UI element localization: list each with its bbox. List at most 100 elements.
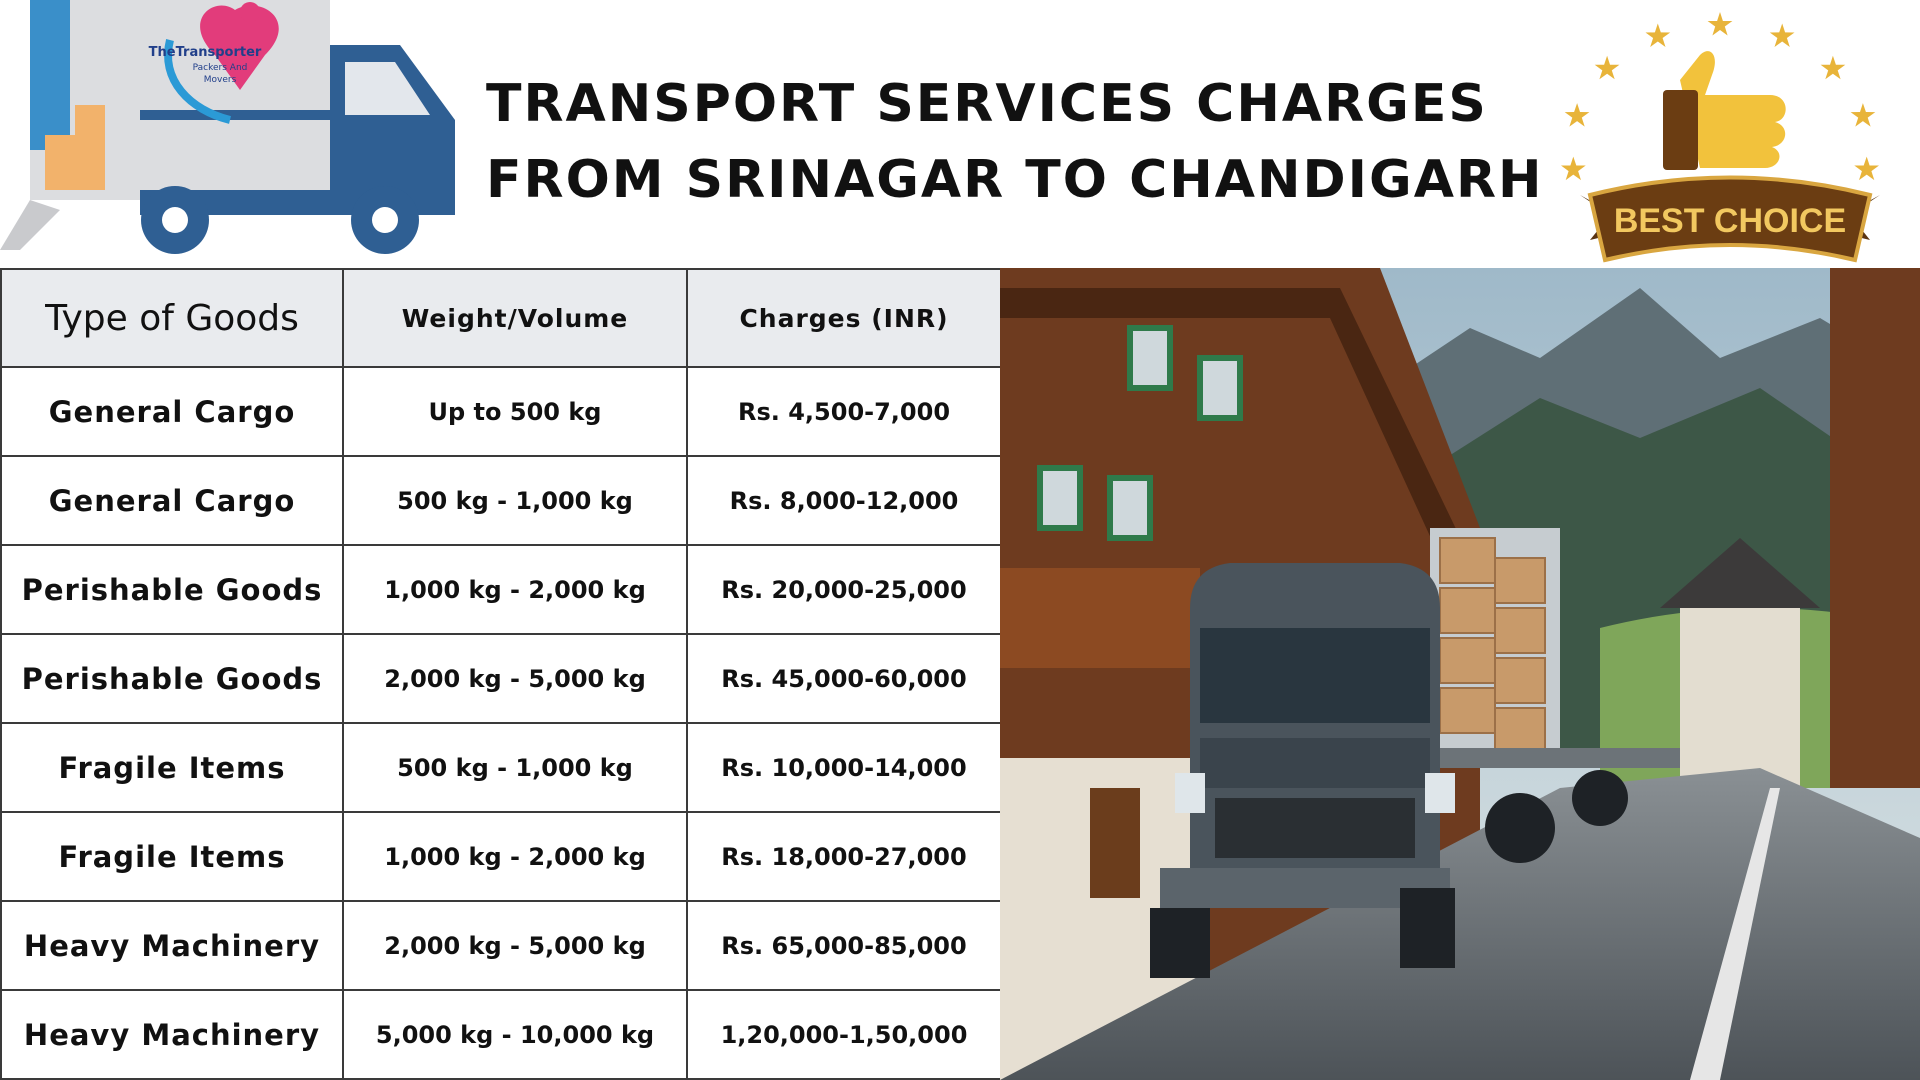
logo-text: TheTransporter bbox=[149, 45, 262, 60]
table-cell: 500 kg - 1,000 kg bbox=[342, 722, 688, 813]
truck-scene-shape bbox=[1090, 788, 1140, 898]
truck bbox=[1150, 528, 1680, 978]
truck-shape-shape bbox=[1494, 707, 1546, 754]
logo-truck-shape bbox=[30, 0, 70, 150]
table-cell: Heavy Machinery bbox=[0, 900, 344, 991]
table-cell: 2,000 kg - 5,000 kg bbox=[342, 900, 688, 991]
table-row: Perishable Goods 2,000 kg - 5,000 kg Rs. 4… bbox=[0, 633, 1002, 724]
table-cell: Rs. 8,000-12,000 bbox=[686, 455, 1002, 546]
truck-shape bbox=[1150, 908, 1210, 978]
truck-scene-shape bbox=[1690, 788, 1780, 1080]
best-choice-badge: BEST CHOICE bbox=[1561, 12, 1880, 263]
best-choice-badge-shape bbox=[1587, 175, 1873, 263]
table-cell: Fragile Items bbox=[0, 811, 344, 902]
truck-shape-shape bbox=[1494, 657, 1546, 704]
table-row: General Cargo 500 kg - 1,000 kg Rs. 8,000-… bbox=[0, 455, 1002, 546]
table-cell: General Cargo bbox=[0, 366, 344, 457]
logo-truck-shape bbox=[162, 207, 188, 233]
logo-truck-shape bbox=[0, 200, 60, 250]
logo-truck-shape bbox=[45, 135, 105, 190]
stars-shape bbox=[1820, 55, 1846, 80]
table-body: General Cargo Up to 500 kg Rs. 4,500-7,000… bbox=[0, 366, 1002, 1080]
table-cell: General Cargo bbox=[0, 455, 344, 546]
truck-shape bbox=[1430, 748, 1680, 768]
table-cell: 500 kg - 1,000 kg bbox=[342, 455, 688, 546]
truck-scene-shape bbox=[1680, 598, 1800, 798]
header-row: Type of Goods Weight/Volume Charges (INR) bbox=[0, 268, 1002, 368]
stars-shape bbox=[1850, 103, 1876, 127]
truck-scene-shape bbox=[1000, 288, 1470, 558]
table-row: General Cargo Up to 500 kg Rs. 4,500-7,000 bbox=[0, 366, 1002, 457]
table-cell: 2,000 kg - 5,000 kg bbox=[342, 633, 688, 724]
truck-shape-shape bbox=[1439, 537, 1496, 584]
stars-shape bbox=[1564, 103, 1590, 127]
logo-truck-shape bbox=[345, 62, 430, 115]
truck-scene bbox=[1000, 268, 1920, 1080]
truck-scene-shape-shape bbox=[1127, 325, 1173, 391]
logo-truck-shape bbox=[164, 39, 232, 124]
table-cell: Rs. 20,000-25,000 bbox=[686, 544, 1002, 635]
title-line: TRANSPORT SERVICES CHARGES bbox=[486, 74, 1488, 134]
truck-shape bbox=[1175, 773, 1205, 813]
truck-shape bbox=[1439, 537, 1546, 754]
stars-shape bbox=[1594, 55, 1620, 80]
table-cell: 5,000 kg - 10,000 kg bbox=[342, 989, 688, 1080]
table-row: Perishable Goods 1,000 kg - 2,000 kg Rs. 2… bbox=[0, 544, 1002, 635]
table-cell: 1,000 kg - 2,000 kg bbox=[342, 811, 688, 902]
truck-shape bbox=[1400, 888, 1455, 968]
table-row: Heavy Machinery 2,000 kg - 5,000 kg Rs. 65… bbox=[0, 900, 1002, 991]
truck-scene-shape-shape bbox=[1107, 475, 1153, 541]
table-cell: Fragile Items bbox=[0, 722, 344, 813]
logo-truck-shape bbox=[200, 5, 279, 91]
truck-shape bbox=[1200, 628, 1430, 723]
logo-truck-shape bbox=[75, 105, 105, 135]
truck-shape-shape bbox=[1439, 587, 1496, 634]
truck-scene-shape-shape bbox=[1037, 465, 1083, 531]
table-cell: Rs. 65,000-85,000 bbox=[686, 900, 1002, 991]
truck-shape bbox=[1572, 770, 1628, 826]
stars-shape bbox=[1645, 23, 1671, 47]
stars-shape bbox=[1561, 156, 1586, 181]
badge-text: BEST CHOICE bbox=[1614, 202, 1846, 240]
stars-shape bbox=[1769, 23, 1795, 47]
table-cell: Rs. 4,500-7,000 bbox=[686, 366, 1002, 457]
truck-shape bbox=[1200, 738, 1430, 788]
table-row: Fragile Items 500 kg - 1,000 kg Rs. 10,000… bbox=[0, 722, 1002, 813]
stars bbox=[1561, 12, 1879, 181]
table-row: Fragile Items 1,000 kg - 2,000 kg Rs. 18,0… bbox=[0, 811, 1002, 902]
table-cell: Rs. 18,000-27,000 bbox=[686, 811, 1002, 902]
truck-scene-shape bbox=[1660, 538, 1820, 608]
title-line: FROM SRINAGAR TO CHANDIGARH bbox=[486, 150, 1544, 210]
table-cell: Rs. 10,000-14,000 bbox=[686, 722, 1002, 813]
charges-table: Type of Goods Weight/Volume Charges (INR) … bbox=[0, 268, 1002, 1080]
title: TRANSPORT SERVICES CHARGES FROM SRINAGAR… bbox=[486, 66, 1544, 218]
logo-truck-shape bbox=[140, 110, 330, 120]
logo-text: Movers bbox=[204, 75, 237, 85]
table-cell: Perishable Goods bbox=[0, 633, 344, 724]
column-header: Type of Goods bbox=[0, 268, 344, 368]
column-header: Weight/Volume bbox=[342, 268, 688, 368]
table-row: Heavy Machinery 5,000 kg - 10,000 kg 1,20,… bbox=[0, 989, 1002, 1080]
truck-shape bbox=[1485, 793, 1555, 863]
table-cell: Rs. 45,000-60,000 bbox=[686, 633, 1002, 724]
table-cell: Up to 500 kg bbox=[342, 366, 688, 457]
table-cell: Heavy Machinery bbox=[0, 989, 344, 1080]
truck-scene-shape bbox=[1037, 325, 1243, 541]
truck-scene-shape bbox=[1830, 268, 1920, 788]
truck-shape bbox=[1215, 798, 1415, 858]
truck-scene-shape bbox=[1000, 568, 1200, 668]
logo-text: Packers And bbox=[193, 63, 248, 73]
table-cell: 1,000 kg - 2,000 kg bbox=[342, 544, 688, 635]
column-header: Charges (INR) bbox=[686, 268, 1002, 368]
truck-shape-shape bbox=[1439, 687, 1496, 734]
table-cell: Perishable Goods bbox=[0, 544, 344, 635]
truck-shape-shape bbox=[1494, 607, 1546, 654]
best-choice-badge-shape bbox=[1680, 51, 1786, 168]
best-choice-badge-shape bbox=[1663, 90, 1698, 170]
stars-shape bbox=[1854, 156, 1879, 181]
logo-truck: TheTransporter Packers And Movers bbox=[0, 0, 455, 254]
logo-truck-shape bbox=[372, 207, 398, 233]
truck-scene-shape bbox=[1000, 768, 1920, 1080]
truck-shape bbox=[1425, 773, 1455, 813]
